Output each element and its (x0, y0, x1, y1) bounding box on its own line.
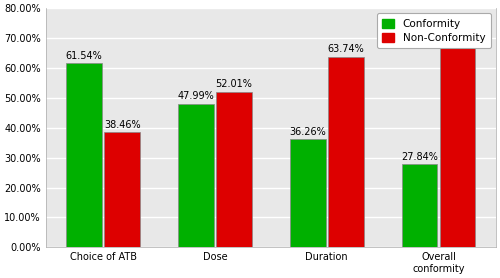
Bar (290, 139, 326, 247)
Bar (402, 164, 438, 247)
Bar (216, 92, 252, 247)
Bar (178, 104, 214, 247)
Text: 38.46%: 38.46% (104, 120, 141, 130)
Bar (66, 63, 102, 247)
Text: 27.84%: 27.84% (401, 152, 438, 162)
Text: 61.54%: 61.54% (66, 51, 102, 61)
Text: 63.74%: 63.74% (328, 44, 364, 54)
Legend: Conformity, Non-Conformity: Conformity, Non-Conformity (377, 13, 490, 48)
Text: 47.99%: 47.99% (178, 91, 214, 101)
Text: 72.16%: 72.16% (439, 19, 476, 29)
Text: 36.26%: 36.26% (290, 126, 326, 136)
Bar (328, 57, 364, 247)
Bar (440, 32, 476, 247)
Text: 52.01%: 52.01% (216, 80, 252, 90)
Bar (104, 132, 140, 247)
